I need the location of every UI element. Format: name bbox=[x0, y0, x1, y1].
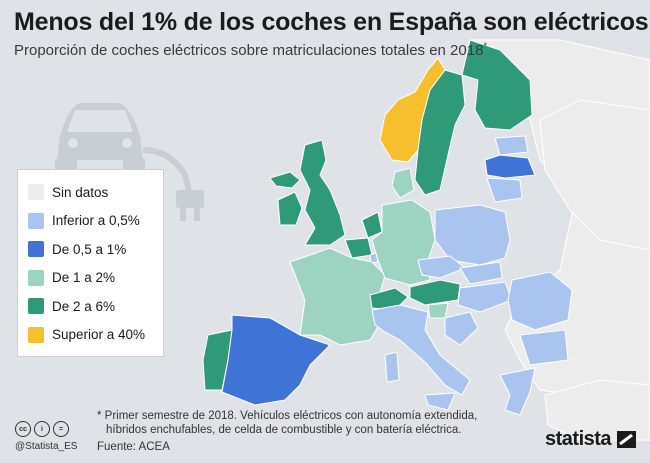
page-title: Menos del 1% de los coches en España son… bbox=[14, 8, 649, 36]
region-uk bbox=[299, 139, 346, 246]
legend-swatch bbox=[28, 184, 44, 201]
region-poland bbox=[434, 204, 511, 266]
region-denmark bbox=[391, 167, 415, 199]
region-slovenia bbox=[427, 302, 449, 319]
region-iceland bbox=[269, 171, 301, 189]
equals-icon: = bbox=[53, 421, 69, 437]
page-subtitle: Proporción de coches eléctricos sobre ma… bbox=[14, 41, 487, 59]
footnote-line: * Primer semestre de 2018. Vehículos elé… bbox=[97, 410, 478, 422]
region-ireland bbox=[277, 191, 303, 226]
plug-head bbox=[176, 190, 204, 221]
plug-icon bbox=[142, 147, 193, 196]
subtitle-footnote-mark: * bbox=[483, 41, 487, 51]
map-legend: Sin datos Inferior a 0,5% De 0,5 a 1% De… bbox=[17, 169, 164, 357]
legend-label: De 0,5 a 1% bbox=[52, 241, 127, 257]
landmass-turkey bbox=[544, 379, 650, 441]
by-icon: i bbox=[34, 421, 50, 437]
region-hungary bbox=[457, 281, 513, 313]
region-italy bbox=[371, 304, 471, 396]
legend-swatch bbox=[28, 326, 44, 343]
region-croatia bbox=[444, 311, 479, 346]
footnote: * Primer semestre de 2018. Vehículos elé… bbox=[97, 409, 517, 437]
legend-swatch bbox=[28, 212, 44, 229]
region-italy-sicily bbox=[424, 392, 456, 411]
region-finland bbox=[461, 39, 533, 131]
region-greece bbox=[499, 367, 536, 416]
region-bulgaria bbox=[519, 329, 569, 366]
legend-label: De 1 a 2% bbox=[52, 270, 116, 286]
social-handle: @Statista_ES bbox=[15, 441, 78, 452]
region-italy-sardinia bbox=[384, 351, 400, 383]
legend-item-sin-datos: Sin datos bbox=[28, 178, 153, 207]
region-lithuania bbox=[486, 177, 523, 203]
region-sweden bbox=[414, 69, 466, 196]
source-text: Fuente: ACEA bbox=[97, 441, 170, 453]
region-czechia bbox=[417, 255, 466, 279]
legend-item-inferior-05: Inferior a 0,5% bbox=[28, 207, 153, 236]
legend-item-superior-40: Superior a 40% bbox=[28, 321, 153, 350]
region-belgium bbox=[344, 237, 373, 259]
region-slovakia bbox=[459, 261, 503, 285]
legend-swatch bbox=[28, 269, 44, 286]
subtitle-text: Proporción de coches eléctricos sobre ma… bbox=[14, 42, 484, 59]
legend-item-05-a-1: De 0,5 a 1% bbox=[28, 235, 153, 264]
region-switzerland bbox=[369, 287, 409, 311]
footnote-line: híbridos enchufables, de celda de combus… bbox=[106, 424, 462, 436]
brand-logo-text: statista bbox=[545, 428, 612, 450]
legend-label: Inferior a 0,5% bbox=[52, 213, 140, 229]
legend-item-2-a-6: De 2 a 6% bbox=[28, 292, 153, 321]
region-estonia bbox=[494, 135, 529, 156]
legend-swatch bbox=[28, 241, 44, 258]
region-latvia bbox=[484, 154, 536, 179]
car-icon bbox=[55, 103, 145, 172]
legend-label: Superior a 40% bbox=[52, 327, 146, 343]
legend-label: De 2 a 6% bbox=[52, 298, 116, 314]
legend-item-1-a-2: De 1 a 2% bbox=[28, 264, 153, 293]
region-austria bbox=[409, 279, 461, 306]
landmass-russia bbox=[539, 99, 650, 251]
region-luxembourg bbox=[369, 252, 379, 264]
cc-icon: cc bbox=[15, 421, 31, 437]
legend-label: Sin datos bbox=[52, 184, 109, 200]
region-romania bbox=[507, 271, 573, 331]
license-icons: cc i = bbox=[15, 421, 69, 437]
region-spain bbox=[221, 314, 331, 406]
legend-swatch bbox=[28, 298, 44, 315]
statista-logo-icon bbox=[617, 431, 636, 448]
